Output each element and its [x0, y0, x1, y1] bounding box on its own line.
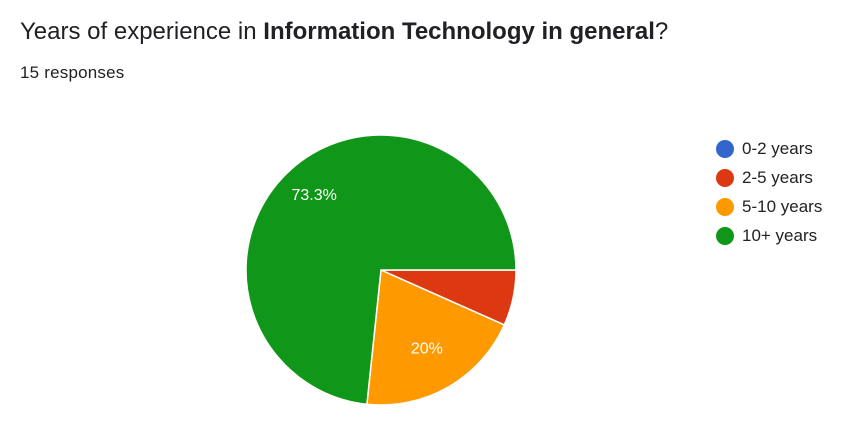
- legend-swatch: [716, 168, 734, 187]
- title-suffix: ?: [654, 18, 669, 45]
- slice-percent-label: 20%: [411, 341, 443, 358]
- chart-legend: 0-2 years 2-5 years 5-10 years 10+ years: [716, 134, 822, 250]
- slice-5-10-years[interactable]: [366, 268, 506, 406]
- response-count: 15 responses: [20, 63, 125, 82]
- legend-label: 10+ years: [742, 225, 818, 245]
- slice-percent-label: 73.3%: [291, 187, 336, 204]
- legend-swatch: [716, 197, 734, 216]
- legend-label: 0-2 years: [742, 138, 813, 158]
- slice-10-plus-years[interactable]: [245, 134, 517, 406]
- title-bold: Information Technology in general: [263, 18, 655, 45]
- legend-item-2-5-years[interactable]: 2-5 years: [716, 163, 822, 192]
- legend-item-0-2-years[interactable]: 0-2 years: [716, 134, 822, 163]
- legend-label: 5-10 years: [742, 196, 823, 216]
- legend-item-10-plus-years[interactable]: 10+ years: [716, 221, 822, 250]
- legend-item-5-10-years[interactable]: 5-10 years: [716, 192, 822, 221]
- legend-label: 2-5 years: [742, 167, 813, 187]
- title-prefix: Years of experience in: [20, 18, 264, 45]
- legend-swatch: [716, 139, 734, 158]
- question-title: Years of experience in Information Techn…: [20, 17, 668, 47]
- legend-swatch: [716, 226, 734, 245]
